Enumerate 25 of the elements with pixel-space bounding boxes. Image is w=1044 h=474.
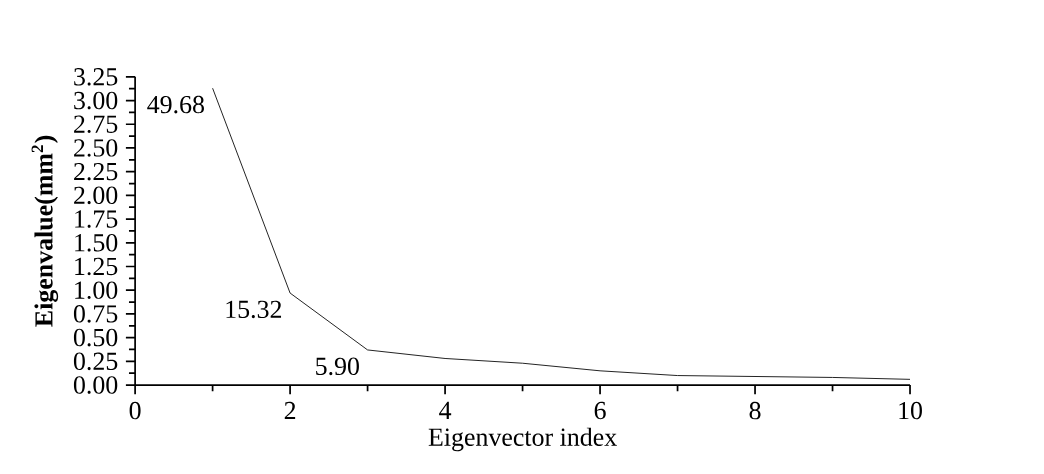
x-tick-label: 4 [439, 401, 452, 419]
annotation: 15.32 [226, 300, 282, 319]
y-tick-label: 1.75 [75, 210, 118, 228]
y-tick-label: 3.00 [74, 91, 118, 110]
x-tick-label: 6 [594, 401, 606, 420]
y-tick-label: 0.50 [73, 328, 118, 347]
x-tick-label: 8 [749, 401, 761, 420]
x-tick-label: 0 [129, 401, 141, 420]
y-tick-label: 2.00 [74, 186, 118, 205]
x-tick-label: 10 [899, 401, 922, 420]
y-tick-label: 2.25 [74, 162, 118, 181]
y-tick-label: 0.00 [73, 376, 118, 394]
annotation: 49.68 [147, 95, 204, 114]
x-tick-label: 2 [284, 401, 296, 419]
y-tick-label: 1.00 [75, 281, 118, 299]
y-axis-title: Eigenvalue(mm$^{2}$) [31, 135, 59, 327]
y-tick-label: 3.25 [74, 68, 118, 86]
y-tick-label: 2.75 [74, 115, 118, 133]
y-tick-label: 2.50 [74, 139, 118, 157]
x-axis-title: Eigenvector index [428, 427, 617, 452]
y-tick-label: 1.50 [75, 233, 118, 252]
y-tick-label: 1.25 [75, 257, 118, 276]
y-tick-label: 0.75 [73, 305, 118, 323]
annotation: 5.90 [316, 357, 359, 376]
y-tick-label: 0.25 [73, 352, 118, 371]
